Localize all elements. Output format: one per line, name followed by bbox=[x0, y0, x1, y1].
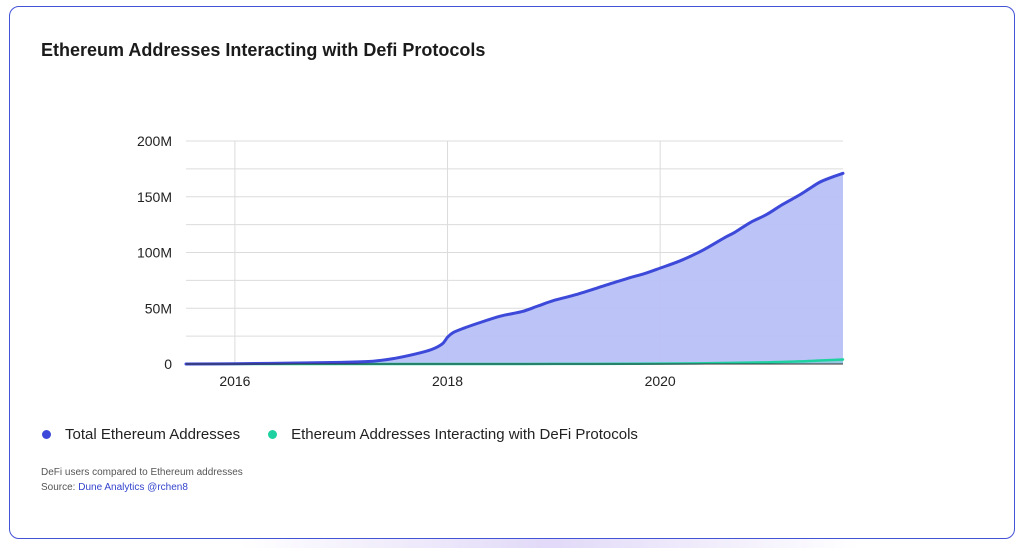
y-tick-label: 150M bbox=[137, 189, 172, 205]
source-link[interactable]: Dune Analytics @rchen8 bbox=[78, 482, 188, 493]
x-tick-label: 2020 bbox=[645, 373, 676, 389]
y-tick-label: 200M bbox=[137, 133, 172, 149]
y-tick-label: 50M bbox=[145, 300, 172, 316]
chart-title: Ethereum Addresses Interacting with Defi… bbox=[41, 40, 486, 60]
area-total-addresses bbox=[186, 173, 843, 364]
x-tick-label: 2018 bbox=[432, 373, 463, 389]
chart-card bbox=[9, 6, 1015, 539]
legend-dot-total bbox=[42, 430, 51, 439]
footnote-caption: DeFi users compared to Ethereum addresse… bbox=[41, 467, 243, 478]
legend-dot-defi bbox=[268, 430, 278, 439]
legend-label-total: Total Ethereum Addresses bbox=[65, 426, 241, 443]
legend-item-defi[interactable]: Ethereum Addresses Interacting with DeFi… bbox=[268, 426, 638, 443]
line-total-addresses bbox=[184, 171, 845, 366]
footnote-source: Source: Dune Analytics @rchen8 bbox=[41, 480, 243, 495]
legend-label-defi: Ethereum Addresses Interacting with DeFi… bbox=[291, 426, 638, 443]
footnote-source-prefix: Source: bbox=[41, 482, 79, 493]
chart-legend: Total Ethereum Addresses Ethereum Addres… bbox=[42, 426, 666, 443]
x-tick-label: 2016 bbox=[219, 373, 250, 389]
y-tick-label: 0 bbox=[164, 356, 172, 372]
chart-footnote: DeFi users compared to Ethereum addresse… bbox=[41, 465, 243, 495]
card-shadow-glow bbox=[240, 539, 860, 548]
legend-item-total[interactable]: Total Ethereum Addresses bbox=[42, 426, 240, 443]
y-tick-label: 100M bbox=[137, 245, 172, 261]
